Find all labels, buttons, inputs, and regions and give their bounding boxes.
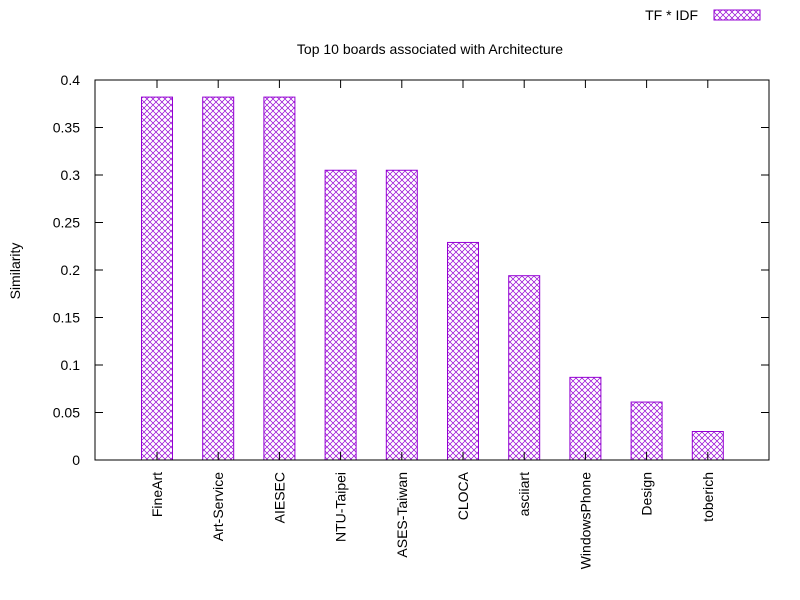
bar-cloca	[447, 241, 479, 461]
chart-title: Top 10 boards associated with Architectu…	[297, 41, 563, 57]
x-tick-label: FineArt	[149, 472, 165, 517]
bar-aiesec	[263, 96, 296, 461]
y-tick-label: 0.35	[53, 120, 80, 136]
bar-design	[630, 401, 663, 461]
x-tick-label: CLOCA	[455, 471, 471, 520]
x-axis-labels: FineArt Art-Service AIESEC NTU-Taipei ASES-T…	[149, 80, 716, 569]
y-tick-label: 0.05	[53, 405, 80, 421]
x-tick-label: ASES-Taiwan	[394, 472, 410, 558]
y-tick-label: 0	[72, 452, 80, 468]
plot-frame	[94, 79, 770, 461]
x-tick-label: asciiart	[516, 472, 532, 516]
legend-swatch	[713, 9, 761, 21]
y-tick-label: 0.4	[61, 72, 81, 88]
x-tick-label: NTU-Taipei	[333, 472, 349, 542]
y-tick-label: 0.2	[61, 262, 81, 278]
y-axis-label: Similarity	[7, 243, 23, 300]
bar-windowsphone	[569, 376, 602, 461]
x-tick-label: Design	[639, 472, 655, 516]
x-tick-label: WindowsPhone	[577, 472, 593, 569]
y-axis-ticks: 0 0.05 0.1 0.15 0.2 0.25 0.3 0.35 0.4	[53, 72, 769, 468]
x-tick-label: Art-Service	[210, 472, 226, 541]
bars	[141, 96, 724, 461]
legend-label: TF * IDF	[645, 7, 698, 23]
y-tick-label: 0.25	[53, 215, 80, 231]
bar-ntu-taipei	[324, 169, 357, 461]
x-tick-label: toberich	[700, 472, 716, 522]
bar-ases-taiwan	[385, 169, 418, 461]
y-tick-label: 0.1	[61, 357, 81, 373]
y-tick-label: 0.15	[53, 310, 80, 326]
bar-asciiart	[508, 275, 541, 461]
bar-art-service	[202, 96, 235, 461]
x-tick-label: AIESEC	[271, 472, 287, 523]
bar-fineart	[141, 96, 173, 461]
y-tick-label: 0.3	[61, 167, 81, 183]
legend: TF * IDF	[645, 7, 761, 23]
